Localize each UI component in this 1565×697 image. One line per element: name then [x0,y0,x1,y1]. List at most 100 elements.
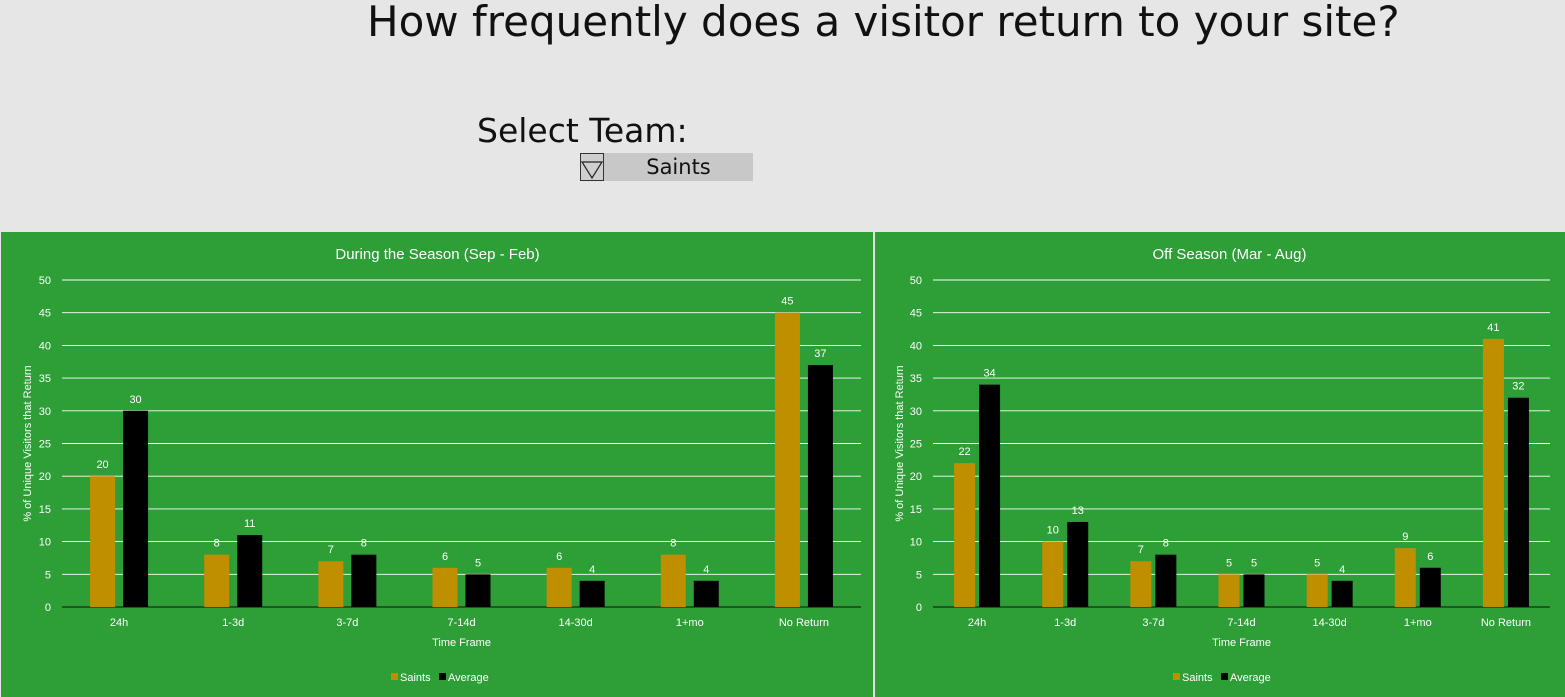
bar-saints-1-mo [660,554,686,607]
y-tick-label: 25 [39,439,51,451]
y-tick-label: 30 [910,406,922,418]
y-tick-label: 50 [910,275,922,287]
data-label: 8 [1163,538,1169,550]
bar-saints-24h [90,476,116,607]
bar-saints-24h [954,463,976,607]
y-tick-label: 20 [39,471,51,483]
bar-average-7-14d [465,574,491,607]
bar-average-no-return [807,365,833,607]
bar-saints-no-return [774,312,800,607]
data-label: 7 [328,544,334,556]
y-tick-label: 25 [910,439,922,451]
data-label: 5 [1251,557,1257,569]
x-tick-label: 3-7d [1142,617,1164,629]
data-label: 32 [1512,381,1524,393]
y-axis-label: % of Unique Visitors that Return [22,365,34,521]
data-label: 7 [1138,544,1144,556]
data-label: 5 [1226,557,1232,569]
bar-saints-no-return [1482,338,1504,607]
data-label: 11 [244,518,255,530]
legend-swatch-saints [391,673,398,680]
data-label: 8 [214,538,220,550]
bar-saints-3-7d [318,561,344,607]
data-label: 4 [589,564,595,576]
legend-label-average: Average [448,672,489,684]
x-tick-label: 7-14d [1227,617,1255,629]
x-tick-label: 24h [110,617,128,629]
bar-average-14-30d [579,580,605,607]
data-label: 6 [556,551,562,563]
bar-average-1-3d [1067,521,1089,607]
y-tick-label: 40 [910,340,922,352]
bar-average-1-3d [237,535,263,607]
x-tick-label: No Return [779,617,829,629]
legend-label-average: Average [1230,672,1271,684]
y-tick-label: 0 [45,602,51,614]
data-label: 4 [1339,564,1345,576]
y-tick-label: 15 [39,504,51,516]
x-tick-label: 1+mo [1404,617,1432,629]
bar-average-14-30d [1331,580,1353,607]
bar-average-7-14d [1243,574,1265,607]
bar-average-3-7d [351,554,377,607]
chart-title: During the Season (Sep - Feb) [335,246,539,263]
y-tick-label: 15 [910,504,922,516]
data-label: 8 [670,538,676,550]
x-tick-label: 1-3d [1054,617,1076,629]
bar-saints-1-3d [1042,541,1064,607]
y-tick-label: 40 [39,340,51,352]
y-tick-label: 0 [916,602,922,614]
bar-average-no-return [1507,397,1529,607]
page-title: How frequently does a visitor return to … [367,0,1400,46]
bar-average-1-mo [1419,567,1441,607]
y-tick-label: 10 [39,537,51,549]
chart-panel-off-season: Off Season (Mar - Aug) 0 5 10 15 20 25 30 35 40 45… [875,232,1565,697]
x-tick-label: 1-3d [222,617,244,629]
data-label: 34 [983,368,995,380]
legend-swatch-saints [1173,673,1180,680]
bar-saints-1-mo [1394,548,1416,607]
data-label: 10 [1047,525,1059,537]
y-axis-label: % of Unique Visitors that Return [894,365,906,521]
bar-average-24h [123,410,149,607]
y-tick-label: 50 [39,275,51,287]
data-label: 13 [1072,505,1084,517]
y-tick-label: 10 [910,537,922,549]
data-label: 30 [129,394,141,406]
data-label: 6 [1427,551,1433,563]
data-label: 5 [1314,557,1320,569]
x-axis-label: Time Frame [1212,637,1271,649]
team-dropdown-value: Saints [646,155,711,179]
y-tick-label: 30 [39,406,51,418]
dropdown-arrow-icon[interactable] [580,153,604,181]
data-label: 5 [475,557,481,569]
data-label: 37 [814,348,826,360]
x-tick-label: 24h [968,617,986,629]
x-tick-label: 1+mo [676,617,704,629]
bar-saints-3-7d [1130,561,1152,607]
y-tick-label: 5 [916,569,922,581]
bar-average-1-mo [693,580,719,607]
chart-panel-season: During the Season (Sep - Feb) 0 5 10 15 20 25 3… [1,232,873,697]
y-tick-label: 20 [910,471,922,483]
x-tick-label: 14-30d [559,617,593,629]
legend-swatch-average [1221,673,1228,680]
bar-saints-7-14d [432,567,458,607]
bar-saints-1-3d [204,554,230,607]
y-tick-label: 45 [39,308,51,320]
bar-average-24h [979,384,1001,607]
y-tick-label: 45 [910,308,922,320]
chart-off-season: Off Season (Mar - Aug)051015202530354045… [894,246,1550,684]
select-team-label: Select Team: [477,111,688,150]
x-tick-label: 7-14d [447,617,475,629]
data-label: 6 [442,551,448,563]
team-dropdown[interactable]: Saints [580,153,753,181]
bar-saints-7-14d [1218,574,1240,607]
x-tick-label: 14-30d [1313,617,1347,629]
chart-season: During the Season (Sep - Feb) 0 5 10 15 20 25 3… [22,246,861,684]
bar-saints-14-30d [546,567,572,607]
y-tick-label: 35 [910,373,922,385]
data-label: 9 [1402,531,1408,543]
legend-label-saints: Saints [400,672,431,684]
legend-label-saints: Saints [1182,672,1213,684]
